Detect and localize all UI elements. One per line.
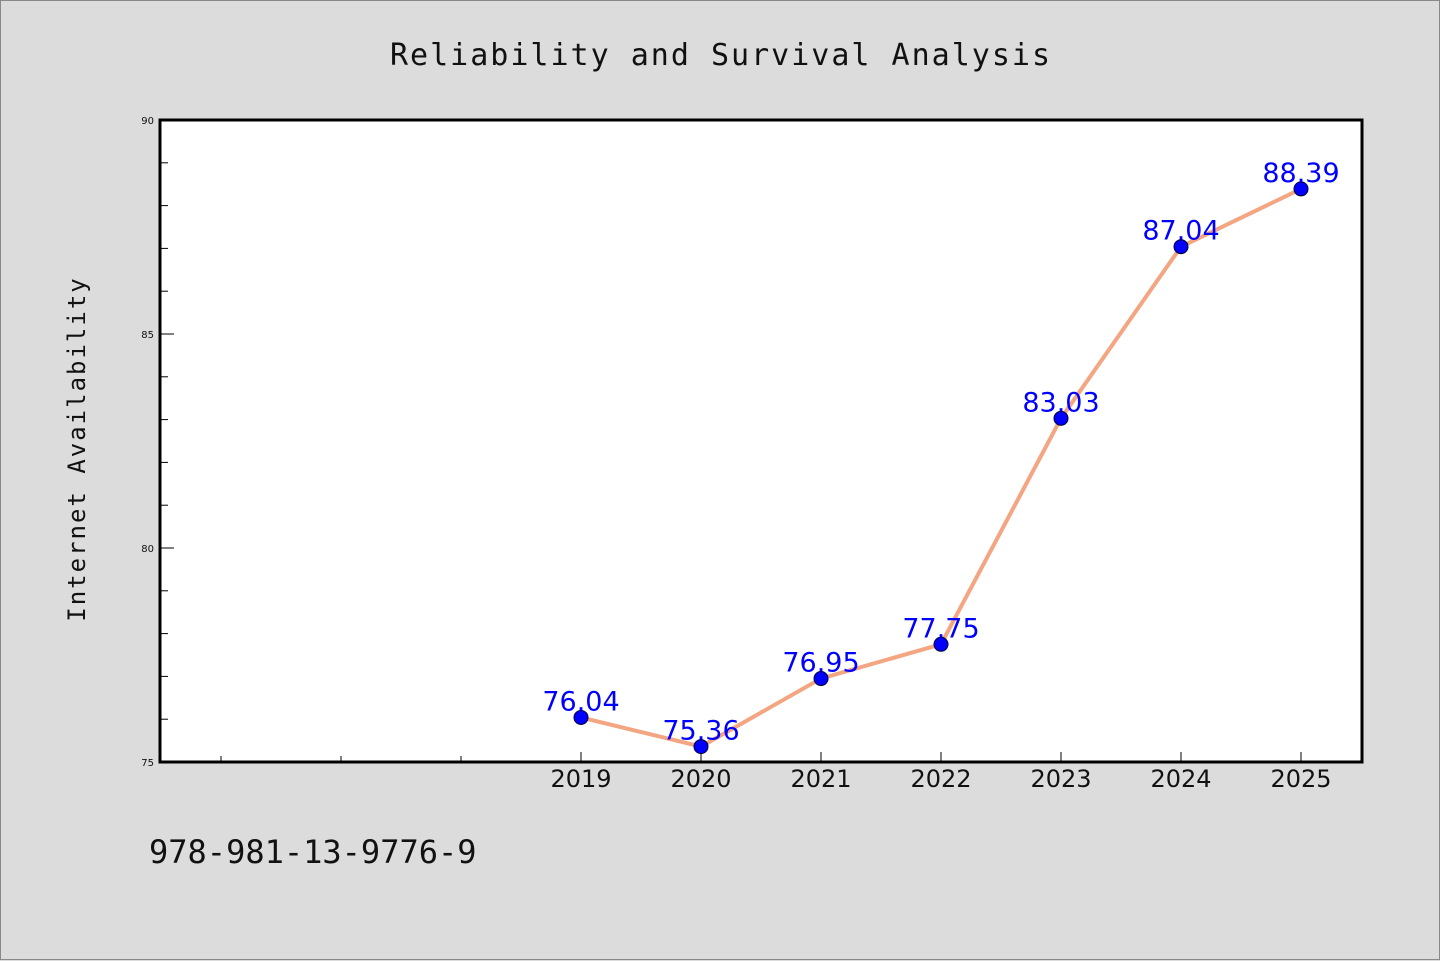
x-tick-label: 2025: [1270, 765, 1331, 793]
data-label: 76.04: [542, 686, 619, 717]
y-tick-label: 90: [141, 116, 154, 127]
data-label: 83.03: [1022, 387, 1099, 418]
data-point: [1053, 410, 1069, 426]
x-tick-label: 2021: [790, 765, 851, 793]
data-labels: 76.04 75.36 76.95 77.75 83.03 87.04 88.39: [542, 158, 1339, 747]
data-label: 76.95: [782, 648, 859, 679]
y-ticks: 75 80 85 90: [141, 116, 174, 769]
x-ticks: 2019 2020 2021 2022 2023 2024 2025: [550, 752, 1332, 793]
footer-code: 978-981-13-9776-9: [149, 833, 477, 871]
y-tick-label: 75: [141, 758, 154, 769]
data-points: [573, 181, 1309, 755]
x-tick-label: 2024: [1150, 765, 1211, 793]
chart-title: Reliability and Survival Analysis: [390, 38, 1052, 73]
data-point: [813, 671, 829, 687]
x-tick-label: 2020: [670, 765, 731, 793]
data-point: [1293, 181, 1309, 197]
plot-area: [158, 118, 1364, 764]
data-point: [933, 636, 949, 652]
data-point: [1173, 239, 1189, 255]
y-tick-label: 85: [141, 330, 154, 341]
y-axis-label: Internet Availability: [63, 276, 91, 621]
data-label: 87.04: [1142, 216, 1219, 247]
data-label: 75.36: [662, 716, 739, 747]
x-tick-label: 2022: [910, 765, 971, 793]
data-point: [573, 709, 589, 725]
data-label: 88.39: [1262, 158, 1339, 189]
data-label: 77.75: [902, 613, 979, 644]
x-tick-label: 2019: [550, 765, 611, 793]
data-point: [693, 739, 709, 755]
y-tick-label: 80: [141, 544, 154, 555]
x-tick-label: 2023: [1030, 765, 1091, 793]
